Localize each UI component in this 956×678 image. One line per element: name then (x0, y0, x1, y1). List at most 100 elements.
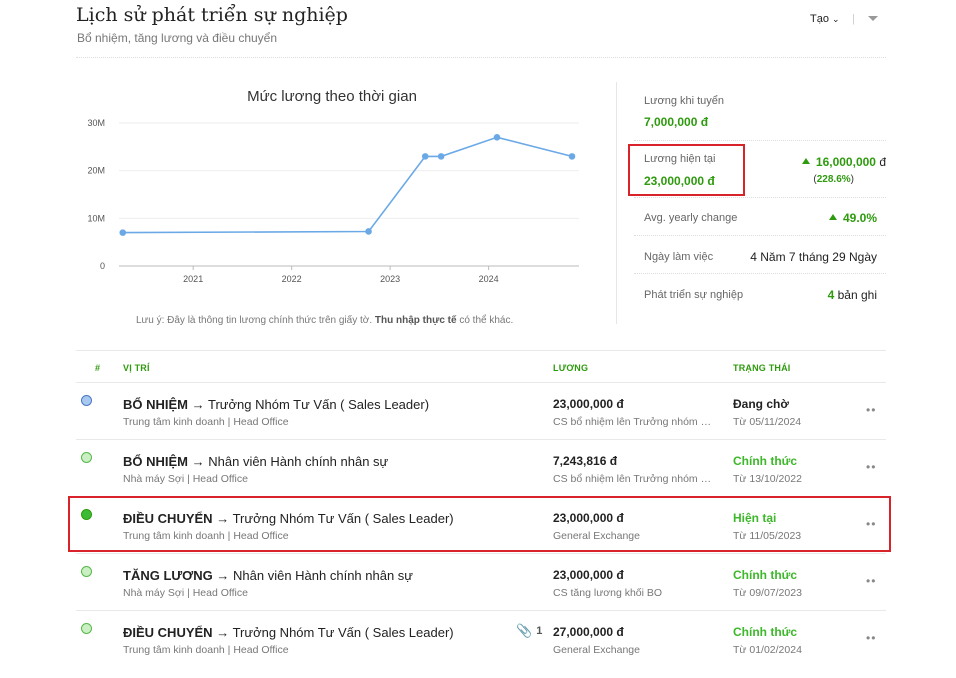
chart-title: Mức lương theo thời gian (247, 88, 417, 105)
salary-data-point[interactable] (568, 153, 576, 160)
more-actions-icon[interactable]: •• (866, 517, 877, 531)
arrow: → (216, 568, 230, 583)
position-title[interactable]: TĂNG LƯƠNG → Nhân viên Hành chính nhân s… (123, 568, 413, 583)
salary-value: 23,000,000 đ (553, 397, 624, 411)
position-title[interactable]: ĐIỀU CHUYỂN → Trưởng Nhóm Tư Vấn ( Sales… (123, 625, 454, 640)
more-actions-icon[interactable]: •• (866, 460, 877, 474)
col-header-status: Trạng thái (733, 363, 791, 373)
change-type: ĐIỀU CHUYỂN (123, 511, 213, 526)
y-tick-label: 0 (100, 261, 105, 271)
workdays-row: Ngày làm việc 4 Năm 7 tháng 29 Ngày (634, 236, 886, 274)
table-row[interactable]: ĐIỀU CHUYỂN → Trưởng Nhóm Tư Vấn ( Sales… (76, 610, 886, 667)
current-salary-highlight (628, 144, 745, 196)
position-title[interactable]: BỔ NHIỆM → Nhân viên Hành chính nhân sự (123, 454, 388, 469)
workdays-label: Ngày làm việc (644, 251, 714, 263)
table-row[interactable]: BỔ NHIỆM → Nhân viên Hành chính nhân sự … (76, 439, 886, 496)
y-tick-label: 10M (87, 213, 105, 223)
attachment-indicator[interactable]: 📎 1 (516, 623, 542, 639)
arrow: → (216, 625, 230, 640)
current-salary-label: Lương hiện tại (644, 153, 716, 165)
caret-down-icon[interactable] (868, 16, 878, 21)
org-unit: Trung tâm kinh doanh | Head Office (123, 644, 289, 656)
create-label: Tạo (810, 13, 829, 25)
salary-data-point[interactable] (437, 153, 445, 160)
hire-salary-label: Lương khi tuyển (644, 95, 725, 107)
vertical-divider (616, 82, 617, 324)
chart-note-suffix: có thể khác. (459, 315, 514, 326)
org-unit: Trung tâm kinh doanh | Head Office (123, 530, 289, 542)
up-triangle-icon (828, 214, 837, 220)
salary-data-point[interactable] (493, 134, 501, 141)
career-unit: bản ghi (837, 288, 877, 302)
salary-note: General Exchange (553, 644, 640, 656)
effective-date: Từ 05/11/2024 (733, 416, 802, 428)
position-title[interactable]: BỔ NHIỆM → Trưởng Nhóm Tư Vấn ( Sales Le… (123, 397, 429, 412)
table-top-border (76, 350, 886, 351)
salary-note: CS bổ nhiệm lên Trưởng nhóm Kinh doanh (553, 416, 718, 428)
col-header-index: # (95, 363, 101, 373)
paperclip-icon: 📎 (516, 623, 533, 638)
salary-line-chart-svg: 0 10M 20M 30M 2021 2022 2023 2024 (87, 118, 579, 284)
more-actions-icon[interactable]: •• (866, 631, 877, 645)
current-increase: 16,000,000 đ (801, 155, 886, 169)
more-actions-icon[interactable]: •• (866, 403, 877, 417)
career-count: 4 (827, 288, 835, 302)
effective-date: Từ 13/10/2022 (733, 473, 802, 485)
position-name: Nhân viên Hành chính nhân sự (233, 568, 414, 583)
change-type: ĐIỀU CHUYỂN (123, 625, 213, 640)
arrow: → (216, 511, 230, 526)
salary-data-point[interactable] (365, 228, 372, 235)
current-increase-value: 16,000,000 (815, 155, 876, 169)
org-unit: Nhà máy Sợi | Head Office (123, 473, 248, 485)
avg-change: 49.0% (828, 211, 877, 225)
current-percent-value: 228.6% (816, 174, 851, 185)
change-type: TĂNG LƯƠNG (123, 568, 213, 583)
effective-date: Từ 09/07/2023 (733, 587, 802, 599)
salary-value: 23,000,000 đ (553, 511, 624, 525)
salary-note: CS bổ nhiệm lên Trưởng nhóm Kinh doanh (553, 473, 718, 485)
current-increase-currency: đ (879, 155, 886, 169)
toolbar-separator: | (852, 13, 855, 25)
salary-chart: Mức lương theo thời gian 0 10M 20M 30M 2021 2… (76, 80, 606, 340)
status-badge: Đang chờ (733, 397, 789, 411)
change-type: BỔ NHIỆM (123, 454, 188, 469)
y-tick-label: 20M (87, 166, 105, 176)
create-dropdown-button[interactable]: Tạo ⌄ (810, 13, 840, 25)
effective-date: Từ 01/02/2024 (733, 644, 802, 656)
attachment-count: 1 (536, 625, 543, 637)
more-actions-icon[interactable]: •• (866, 574, 877, 588)
position-name: Trưởng Nhóm Tư Vấn ( Sales Leader) (232, 625, 454, 640)
x-tick-label: 2021 (183, 274, 203, 284)
workdays-value: 4 Năm 7 tháng 29 Ngày (750, 250, 877, 264)
salary-data-point[interactable] (119, 229, 127, 236)
up-triangle-icon (801, 158, 810, 164)
header-divider (76, 57, 886, 58)
position-name: Nhân viên Hành chính nhân sự (208, 454, 389, 469)
status-badge: Hiện tại (733, 511, 777, 525)
x-tick-label: 2024 (479, 274, 499, 284)
col-header-salary: Lương (553, 363, 589, 373)
hire-salary-value: 7,000,000 đ (644, 115, 709, 129)
table-row[interactable]: BỔ NHIỆM → Trưởng Nhóm Tư Vấn ( Sales Le… (76, 382, 886, 439)
career-label: Phát triển sự nghiệp (644, 289, 744, 301)
x-tick-label: 2022 (282, 274, 302, 284)
avg-change-label: Avg. yearly change (644, 212, 738, 224)
status-dot (81, 395, 92, 406)
chart-note-bold: Thu nhập thực tế (374, 315, 457, 326)
org-unit: Trung tâm kinh doanh | Head Office (123, 416, 289, 428)
status-dot (81, 566, 92, 577)
effective-date: Từ 11/05/2023 (733, 530, 802, 542)
salary-value: 27,000,000 đ (553, 625, 624, 639)
career-row: Phát triển sự nghiệp 4 bản ghi (634, 274, 886, 312)
status-dot (81, 509, 92, 520)
position-title[interactable]: ĐIỀU CHUYỂN → Trưởng Nhóm Tư Vấn ( Sales… (123, 511, 454, 526)
position-name: Trưởng Nhóm Tư Vấn ( Sales Leader) (232, 511, 454, 526)
org-unit: Nhà máy Sợi | Head Office (123, 587, 248, 599)
salary-value: 23,000,000 đ (553, 568, 624, 582)
chevron-down-icon: ⌄ (831, 13, 840, 24)
table-row[interactable]: TĂNG LƯƠNG → Nhân viên Hành chính nhân s… (76, 553, 886, 610)
y-tick-label: 30M (87, 118, 105, 128)
salary-data-point[interactable] (421, 153, 429, 160)
avg-change-row: Avg. yearly change 49.0% (634, 198, 886, 236)
salary-note: CS tăng lương khối BO (553, 587, 663, 599)
